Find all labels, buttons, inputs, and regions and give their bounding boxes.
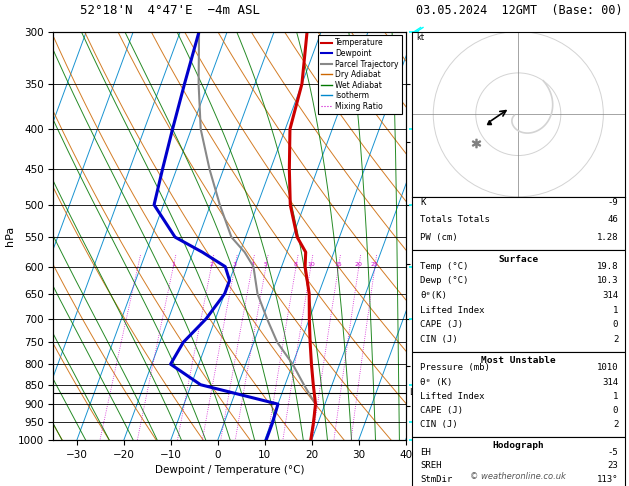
Text: PW (cm): PW (cm) (421, 233, 458, 243)
Text: θᵉ (K): θᵉ (K) (421, 378, 453, 387)
Text: Hodograph: Hodograph (493, 441, 544, 450)
Text: 52°18'N  4°47'E  −4m ASL: 52°18'N 4°47'E −4m ASL (80, 4, 260, 17)
Text: 4: 4 (250, 261, 254, 267)
Text: 2: 2 (209, 261, 213, 267)
X-axis label: Dewpoint / Temperature (°C): Dewpoint / Temperature (°C) (155, 465, 304, 475)
Text: Temp (°C): Temp (°C) (421, 262, 469, 271)
Text: 15: 15 (335, 261, 342, 267)
Text: 1: 1 (613, 306, 618, 314)
FancyBboxPatch shape (412, 437, 625, 486)
Text: 2: 2 (613, 335, 618, 344)
Text: CIN (J): CIN (J) (421, 420, 458, 429)
Text: CAPE (J): CAPE (J) (421, 406, 464, 415)
Text: kt: kt (416, 33, 425, 42)
Text: 2: 2 (613, 420, 618, 429)
Text: Pressure (mb): Pressure (mb) (421, 364, 491, 372)
Text: K: K (421, 198, 426, 207)
Text: CIN (J): CIN (J) (421, 335, 458, 344)
Text: Dewp (°C): Dewp (°C) (421, 277, 469, 285)
Text: SREH: SREH (421, 462, 442, 470)
Legend: Temperature, Dewpoint, Parcel Trajectory, Dry Adiabat, Wet Adiabat, Isotherm, Mi: Temperature, Dewpoint, Parcel Trajectory… (318, 35, 402, 114)
Text: Lifted Index: Lifted Index (421, 306, 485, 314)
Text: © weatheronline.co.uk: © weatheronline.co.uk (470, 472, 566, 481)
FancyBboxPatch shape (412, 250, 625, 352)
Text: 03.05.2024  12GMT  (Base: 00): 03.05.2024 12GMT (Base: 00) (416, 4, 622, 17)
Text: 25: 25 (371, 261, 379, 267)
Text: 8: 8 (294, 261, 298, 267)
Text: Surface: Surface (498, 255, 538, 263)
Text: 3: 3 (233, 261, 237, 267)
FancyBboxPatch shape (412, 197, 625, 250)
Text: LCL: LCL (409, 388, 425, 397)
Text: 1.28: 1.28 (597, 233, 618, 243)
Text: 19.8: 19.8 (597, 262, 618, 271)
Text: EH: EH (421, 448, 431, 457)
Text: 10: 10 (307, 261, 314, 267)
Text: Most Unstable: Most Unstable (481, 356, 555, 365)
Text: -5: -5 (608, 448, 618, 457)
Text: -9: -9 (608, 198, 618, 207)
Y-axis label: km
ASL: km ASL (437, 225, 455, 246)
Text: StmDir: StmDir (421, 475, 453, 484)
Text: 314: 314 (602, 378, 618, 387)
Text: 113°: 113° (597, 475, 618, 484)
Text: 0: 0 (613, 406, 618, 415)
Y-axis label: hPa: hPa (5, 226, 15, 246)
Text: 46: 46 (608, 215, 618, 225)
Text: 20: 20 (355, 261, 363, 267)
Text: Totals Totals: Totals Totals (421, 215, 491, 225)
Text: θᵉ(K): θᵉ(K) (421, 291, 447, 300)
Text: 10.3: 10.3 (597, 277, 618, 285)
FancyBboxPatch shape (412, 352, 625, 437)
Text: 5: 5 (264, 261, 268, 267)
Text: 0: 0 (613, 320, 618, 329)
Text: Lifted Index: Lifted Index (421, 392, 485, 401)
Text: 23: 23 (608, 462, 618, 470)
Text: CAPE (J): CAPE (J) (421, 320, 464, 329)
Text: 1: 1 (613, 392, 618, 401)
Text: 1: 1 (171, 261, 175, 267)
Text: 314: 314 (602, 291, 618, 300)
Text: 1010: 1010 (597, 364, 618, 372)
